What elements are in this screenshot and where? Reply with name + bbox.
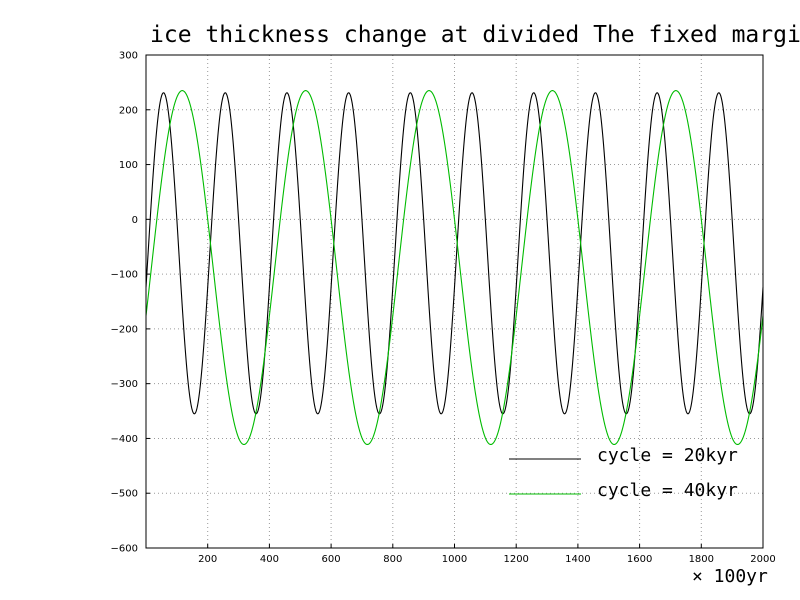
axis-ticks: 200 400 600 800 1000 1200 1400 1600 1800 20003002… xyxy=(111,51,776,566)
x-tick-label: 400 xyxy=(260,554,279,565)
y-tick-label: −600 xyxy=(111,544,138,555)
x-tick-label: 600 xyxy=(322,554,341,565)
y-tick-label: 300 xyxy=(119,51,138,62)
y-tick-label: −300 xyxy=(111,379,138,390)
legend: cycle = 20kyr cycle = 40kyr xyxy=(509,445,738,501)
y-tick-label: −400 xyxy=(111,434,138,445)
chart-title: ice thickness change at divided The fixe… xyxy=(150,22,800,48)
y-tick-label: −200 xyxy=(111,324,138,335)
x-tick-label: 200 xyxy=(198,554,217,565)
y-tick-label: 100 xyxy=(119,160,138,171)
series-line-1 xyxy=(145,92,764,415)
x-tick-label: 1800 xyxy=(689,554,714,565)
plot-frame xyxy=(145,54,764,549)
series-line-2 xyxy=(145,90,764,446)
x-unit-label: × 100yr xyxy=(692,566,768,587)
x-tick-label: 800 xyxy=(383,554,402,565)
x-tick-label: 1600 xyxy=(627,554,652,565)
legend-label-2: cycle = 40kyr xyxy=(597,480,738,501)
x-tick-label: 1000 xyxy=(442,554,467,565)
x-tick-label: 1200 xyxy=(503,554,528,565)
y-tick-label: −100 xyxy=(111,270,138,281)
series-lines xyxy=(145,90,764,446)
x-tick-label: 1400 xyxy=(565,554,590,565)
grid xyxy=(146,55,763,548)
y-tick-label: 0 xyxy=(132,215,138,226)
x-tick-label: 2000 xyxy=(750,554,775,565)
y-tick-label: −500 xyxy=(111,489,138,500)
legend-label-1: cycle = 20kyr xyxy=(597,445,738,466)
y-tick-label: 200 xyxy=(119,105,138,116)
